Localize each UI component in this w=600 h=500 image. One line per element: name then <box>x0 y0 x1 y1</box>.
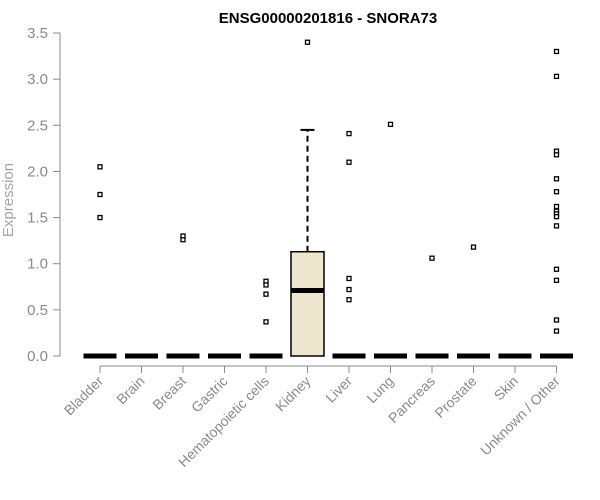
outlier-point <box>553 317 560 323</box>
y-tick-label: 3.5 <box>27 25 48 42</box>
box-group <box>374 121 407 359</box>
box-group <box>540 48 573 359</box>
x-tick-label: Bladder <box>61 373 107 419</box>
x-tick-label: Breast <box>149 373 189 413</box>
y-tick-label: 1.0 <box>27 256 48 273</box>
box-group <box>415 255 449 359</box>
outlier-point <box>346 275 352 282</box>
box-series <box>83 39 573 359</box>
outlier-point <box>553 48 560 55</box>
outlier-point <box>180 237 186 243</box>
box-group <box>457 244 490 359</box>
outlier-point <box>553 213 560 220</box>
outlier-point <box>387 121 394 128</box>
outlier-point <box>97 191 103 198</box>
outlier-point <box>553 73 560 80</box>
outlier-point <box>97 164 103 170</box>
y-tick-label: 0.0 <box>27 348 48 365</box>
y-tick-label: 1.5 <box>27 210 48 227</box>
chart-title: ENSG00000201816 - SNORA73 <box>219 10 437 27</box>
outlier-point <box>346 130 352 137</box>
outlier-point <box>429 255 435 261</box>
box-group <box>83 164 117 359</box>
outlier-point <box>346 286 352 293</box>
y-tick-label: 3.0 <box>27 71 48 88</box>
box-group <box>290 39 325 357</box>
y-tick-label: 2.5 <box>27 117 48 134</box>
y-axis: 0.0 0.5 1.0 1.5 2.0 2.5 3.0 3.5 <box>27 25 61 365</box>
x-tick-label: Prostate <box>431 373 479 421</box>
x-tick-label: Kidney <box>272 373 314 415</box>
x-tick-label: Skin <box>491 373 522 404</box>
outlier-point <box>553 189 560 195</box>
outlier-point <box>263 319 269 325</box>
x-tick-label: Lung <box>363 373 396 406</box>
outlier-point <box>97 214 103 221</box>
box-group <box>249 278 283 359</box>
outlier-point <box>263 291 269 297</box>
outlier-point <box>553 223 560 229</box>
outlier-point <box>553 203 560 210</box>
outlier-point <box>346 159 352 165</box>
box-body <box>290 250 325 357</box>
outlier-point <box>470 244 477 250</box>
outlier-point <box>553 176 560 182</box>
box-group <box>166 233 200 359</box>
outlier-point <box>553 328 560 334</box>
x-tick-label: Liver <box>322 373 355 406</box>
x-tick-label: Brain <box>113 373 147 407</box>
outlier-point <box>304 39 311 45</box>
y-axis-label: Expression <box>0 163 17 237</box>
y-tick-label: 0.5 <box>27 302 48 319</box>
outlier-point <box>346 297 352 303</box>
box-group <box>332 130 366 359</box>
y-tick-label: 2.0 <box>27 163 48 180</box>
outlier-point <box>553 266 560 272</box>
outlier-point <box>553 152 560 158</box>
x-tick-label: Unknown / Other <box>477 373 563 459</box>
outlier-point <box>263 282 269 288</box>
outlier-point <box>553 277 560 283</box>
